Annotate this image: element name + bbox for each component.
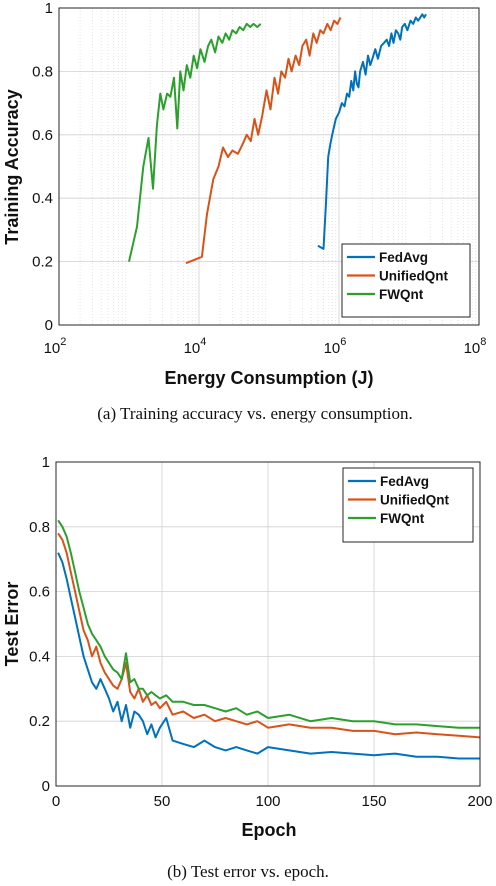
tick-labels: 0 0.2 0.4 0.6 0.8 1 0 50 100 150 200 [29, 454, 492, 810]
legend: FedAvg UnifiedQnt FWQnt [341, 243, 471, 318]
legend-label: FWQnt [380, 511, 425, 526]
x-tick-exponent: 2 [60, 336, 66, 348]
legend: FedAvg UnifiedQnt FWQnt [342, 467, 474, 543]
y-tick-label: 0.8 [32, 63, 53, 80]
x-tick-label: 50 [154, 793, 171, 810]
plot-frame [55, 461, 481, 787]
y-tick-label: 0.4 [32, 190, 53, 207]
x-axis-label: Energy Consumption (J) [164, 368, 373, 388]
x-tick-exponent: 8 [480, 336, 486, 348]
legend-label: FedAvg [380, 474, 429, 489]
x-tick-label: 100 [255, 793, 280, 810]
series-line-fwqnt [57, 519, 480, 729]
caption-b: (b) Test error vs. epoch. [167, 862, 329, 881]
y-tick-label: 0.2 [29, 713, 50, 730]
x-tick-exponent: 6 [340, 336, 346, 348]
y-tick-label: 0.8 [29, 519, 50, 536]
x-tick-label: 150 [361, 793, 386, 810]
caption-a: (a) Training accuracy vs. energy consump… [97, 404, 413, 423]
series-line-fwqnt [128, 22, 262, 262]
plot-frame [58, 7, 480, 326]
y-tick-label: 0 [45, 317, 53, 334]
x-tick-label: 104 [184, 336, 207, 357]
x-tick-label: 106 [324, 336, 347, 357]
series-lines [128, 13, 427, 265]
series-line-unifiedqnt [57, 532, 481, 739]
legend-label: UnifiedQnt [379, 269, 448, 284]
series-line-fedavg [57, 552, 480, 760]
x-tick-exponent: 4 [200, 336, 206, 348]
series-lines [57, 519, 481, 760]
legend-label: UnifiedQnt [380, 493, 449, 508]
y-tick-label: 1 [42, 454, 50, 471]
y-tick-label: 0.6 [29, 584, 50, 601]
legend-label: FedAvg [379, 250, 428, 265]
energy-accuracy-chart: 0 0.2 0.4 0.6 0.8 1 102 104 106 108 Training Accu… [2, 0, 486, 423]
test-error-chart: 0 0.2 0.4 0.6 0.8 1 0 50 100 150 200 Test Error Ep… [2, 454, 493, 881]
x-axis-label: Epoch [241, 820, 296, 840]
x-tick-label: 102 [44, 336, 67, 357]
series-line-unifiedqnt [185, 17, 342, 265]
y-axis-label: Training Accuracy [2, 89, 22, 244]
y-axis-label: Test Error [2, 582, 22, 667]
y-tick-label: 0.6 [32, 127, 53, 144]
x-tick-label: 200 [467, 793, 492, 810]
y-tick-label: 1 [45, 0, 53, 17]
x-tick-label: 0 [52, 793, 60, 810]
series-line-fedavg [317, 13, 427, 250]
legend-label: FWQnt [379, 287, 424, 302]
x-tick-label: 108 [464, 336, 487, 357]
y-tick-label: 0 [42, 778, 50, 795]
y-tick-label: 0.4 [29, 648, 50, 665]
y-tick-label: 0.2 [32, 254, 53, 271]
